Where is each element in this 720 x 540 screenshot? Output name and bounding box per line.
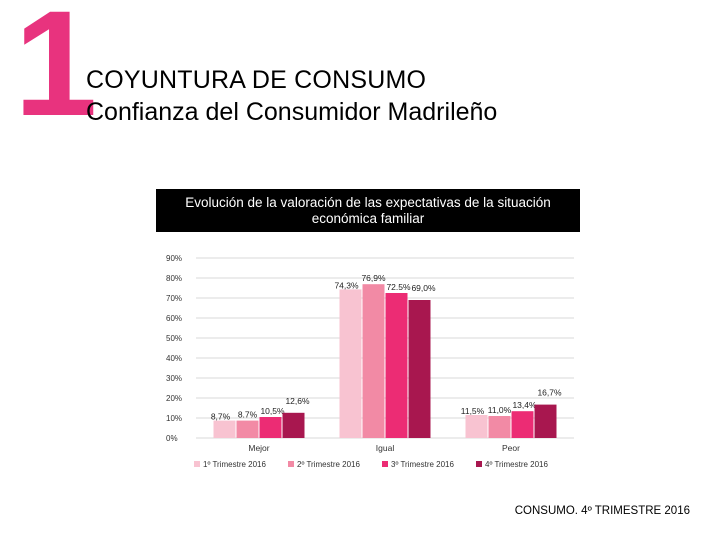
y-tick-label: 10% — [166, 414, 182, 423]
data-label: 10,5% — [260, 406, 285, 416]
slide-title: COYUNTURA DE CONSUMO — [86, 66, 427, 94]
bar — [339, 289, 362, 438]
data-label: 72.5% — [386, 282, 411, 292]
chart-title: Evolución de la valoración de las expect… — [156, 189, 580, 232]
data-label: 76,9% — [361, 273, 386, 283]
data-label: 12,6% — [285, 396, 310, 406]
legend-label: 2º Trimestre 2016 — [297, 460, 361, 469]
y-tick-label: 30% — [166, 374, 182, 383]
category-label: Peor — [502, 443, 520, 453]
legend-swatch — [194, 461, 200, 467]
legend-swatch — [476, 461, 482, 467]
category-label: Mejor — [248, 443, 269, 453]
legend-label: 4º Trimestre 2016 — [485, 460, 549, 469]
data-label: 16,7% — [537, 388, 562, 398]
footer-text: CONSUMO. 4º TRIMESTRE 2016 — [514, 505, 690, 517]
legend-label: 3º Trimestre 2016 — [391, 460, 455, 469]
bar — [236, 420, 259, 438]
data-label: 11,5% — [461, 406, 485, 416]
y-tick-label: 80% — [166, 274, 182, 283]
bar — [488, 416, 511, 438]
data-label: 8.7% — [238, 410, 258, 420]
data-label: 13,4% — [512, 400, 537, 410]
slide-number: 1 — [14, 0, 97, 147]
bar — [282, 412, 305, 438]
legend-swatch — [288, 461, 294, 467]
bar-chart: 0% 10% 20% 30% 40% 50% 60% 70% 80% 90% 8,7% 8.7% 10,… — [166, 254, 574, 469]
legend-swatch — [382, 461, 388, 467]
y-tick-label: 70% — [166, 294, 182, 303]
bar — [511, 411, 534, 438]
bar — [213, 420, 236, 438]
data-label: 74,3% — [334, 280, 359, 290]
data-label: 11,0% — [488, 405, 512, 415]
y-tick-label: 60% — [166, 314, 182, 323]
bar — [362, 284, 385, 438]
bar — [465, 415, 488, 438]
y-tick-label: 0% — [166, 434, 178, 443]
bar — [385, 293, 408, 438]
y-tick-label: 40% — [166, 354, 182, 363]
data-label: 69,0% — [411, 283, 436, 293]
data-label: 8,7% — [211, 412, 231, 422]
category-label: Igual — [376, 443, 395, 453]
y-tick-label: 50% — [166, 334, 182, 343]
y-tick-label: 90% — [166, 254, 182, 263]
slide-subtitle: Confianza del Consumidor Madrileño — [86, 98, 498, 126]
legend-label: 1º Trimestre 2016 — [203, 460, 267, 469]
y-tick-label: 20% — [166, 394, 182, 403]
bar — [259, 417, 282, 438]
bar — [534, 404, 557, 438]
bar — [408, 300, 431, 438]
